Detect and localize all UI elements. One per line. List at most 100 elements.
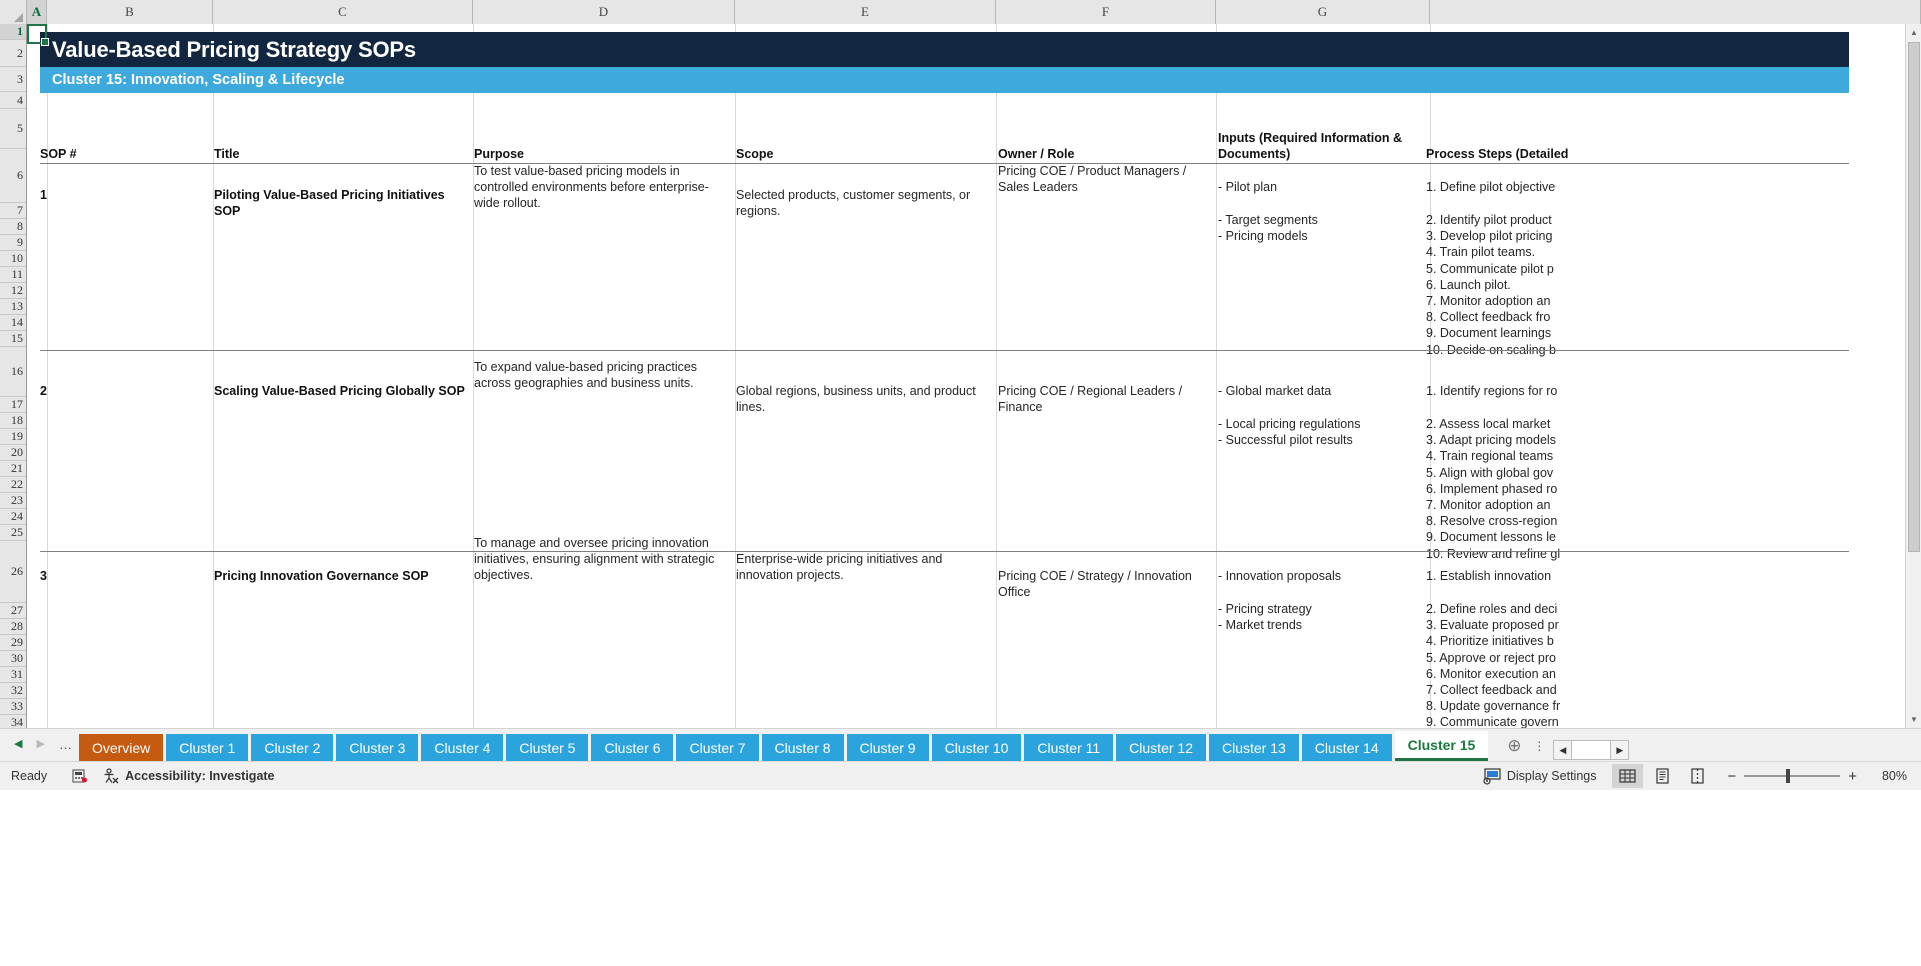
row-header-4[interactable]: 4 [0,92,26,109]
row-header-32[interactable]: 32 [0,683,26,699]
macro-record-icon[interactable] [72,769,88,783]
sheet-tab-cluster-10[interactable]: Cluster 10 [931,734,1022,761]
row-header-9[interactable]: 9 [0,235,26,251]
row-header-15[interactable]: 15 [0,331,26,347]
row-header-27[interactable]: 27 [0,603,26,619]
row-header-1[interactable]: 1 [0,24,26,40]
accessibility-status[interactable]: Accessibility: Investigate [102,768,275,784]
vertical-scroll-thumb[interactable] [1908,42,1920,552]
row-header-17[interactable]: 17 [0,397,26,413]
sheet-canvas[interactable]: Value-Based Pricing Strategy SOPs Cluste… [27,24,1907,728]
sheet-tab-cluster-1[interactable]: Cluster 1 [166,734,249,761]
row-header-25[interactable]: 25 [0,525,26,541]
row-header-33[interactable]: 33 [0,699,26,715]
row-header-21[interactable]: 21 [0,461,26,477]
sheet-tab-cluster-7[interactable]: Cluster 7 [676,734,759,761]
status-bar: Ready Accessibility: Investigate [0,761,1921,790]
tab-next-icon[interactable]: ▶ [36,738,45,750]
sheet-tab-cluster-11[interactable]: Cluster 11 [1024,734,1114,761]
sheet-tab-cluster-8[interactable]: Cluster 8 [761,734,844,761]
page-break-preview-button[interactable] [1682,764,1713,788]
sheet-tab-cluster-4[interactable]: Cluster 4 [421,734,504,761]
horizontal-scrollbar[interactable]: ◀ ▶ [1553,739,1630,761]
tab-more-options-icon[interactable]: ⋮ [1533,739,1546,753]
add-sheet-icon[interactable]: ⊕ [1507,736,1522,755]
normal-view-button[interactable] [1612,764,1644,788]
tab-prev-icon[interactable]: ◀ [14,738,23,750]
cell-inputs-first: - Pilot plan [1218,180,1278,194]
zoom-in-icon[interactable]: + [1848,767,1857,785]
cell-title: Pricing Innovation Governance SOP [214,569,429,583]
sheet-tab-cluster-2[interactable]: Cluster 2 [251,734,334,761]
row-header-6[interactable]: 6 [0,149,26,203]
sheet-tab-overview[interactable]: Overview [78,734,164,761]
zoom-out-icon[interactable]: − [1727,767,1737,785]
column-header-A[interactable]: A [27,0,47,24]
sheet-tab-cluster-6[interactable]: Cluster 6 [591,734,674,761]
sheet-tab-cluster-3[interactable]: Cluster 3 [336,734,419,761]
hscroll-right-icon[interactable]: ▶ [1610,740,1630,760]
row-header-16[interactable]: 16 [0,347,26,397]
scroll-down-icon[interactable]: ▼ [1906,711,1921,728]
hscroll-track[interactable] [1572,740,1611,760]
zoom-slider[interactable]: − + [1727,768,1857,785]
column-header-C[interactable]: C [213,0,473,24]
row-header-30[interactable]: 30 [0,651,26,667]
hscroll-left-icon[interactable]: ◀ [1553,740,1573,760]
sheet-tab-cluster-15[interactable]: Cluster 15 [1394,731,1489,761]
vertical-scrollbar[interactable]: ▲ ▼ [1905,24,1921,728]
row-header-14[interactable]: 14 [0,315,26,331]
zoom-level-label[interactable]: 80% [1881,769,1907,783]
display-settings-button[interactable]: Display Settings [1483,767,1597,785]
sheet-tab-cluster-5[interactable]: Cluster 5 [506,734,589,761]
row-header-3[interactable]: 3 [0,67,26,92]
row-header-2[interactable]: 2 [0,40,26,67]
row-header-24[interactable]: 24 [0,509,26,525]
sheet-tab-cluster-9[interactable]: Cluster 9 [846,734,929,761]
row-header-18[interactable]: 18 [0,413,26,429]
row-header-34[interactable]: 34 [0,715,26,728]
row-header-28[interactable]: 28 [0,619,26,635]
row-header-10[interactable]: 10 [0,251,26,267]
sheet-tab-cluster-14[interactable]: Cluster 14 [1301,734,1392,761]
row-header-22[interactable]: 22 [0,477,26,493]
row-header-13[interactable]: 13 [0,299,26,315]
column-header-H[interactable] [1430,0,1921,24]
column-header-B[interactable]: B [47,0,213,24]
page-subtitle: Cluster 15: Innovation, Scaling & Lifecy… [52,72,345,88]
status-bar-right: Display Settings [1483,762,1921,791]
row-header-7[interactable]: 7 [0,203,26,219]
page-layout-view-button[interactable] [1647,764,1678,788]
column-header-G[interactable]: G [1216,0,1430,24]
column-header-D[interactable]: D [473,0,735,24]
cell-steps-rest: 2. Define roles and deci 3. Evaluate pro… [1426,602,1561,728]
cell-steps-rest: 2. Assess local market 3. Adapt pricing … [1426,417,1561,561]
zoom-track[interactable] [1744,769,1841,783]
select-all-corner[interactable] [0,0,27,24]
cell-inputs-first: - Global market data [1218,384,1332,398]
sheet-tab-cluster-13[interactable]: Cluster 13 [1208,734,1299,761]
column-title-process-steps: Process Steps (Detailed [1426,147,1569,161]
gridline-e-f [996,24,997,728]
zoom-line [1744,775,1841,777]
tab-overflow-icon[interactable]: … [58,737,73,752]
grid-view-icon [1619,769,1637,783]
row-header-8[interactable]: 8 [0,219,26,235]
gridline-d-e [735,24,736,728]
row-header-20[interactable]: 20 [0,445,26,461]
column-header-F[interactable]: F [996,0,1216,24]
zoom-knob[interactable] [1786,769,1791,783]
row-header-26[interactable]: 26 [0,541,26,603]
display-settings-label: Display Settings [1506,769,1597,783]
row-header-12[interactable]: 12 [0,283,26,299]
sheet-tab-cluster-12[interactable]: Cluster 12 [1116,734,1206,761]
row-header-23[interactable]: 23 [0,493,26,509]
row-header-31[interactable]: 31 [0,667,26,683]
column-header-E[interactable]: E [735,0,996,24]
row-header-11[interactable]: 11 [0,267,26,283]
scroll-up-icon[interactable]: ▲ [1906,24,1921,41]
row-header-19[interactable]: 19 [0,429,26,445]
active-cell-cursor[interactable] [27,24,49,46]
row-header-29[interactable]: 29 [0,635,26,651]
row-header-5[interactable]: 5 [0,109,26,149]
